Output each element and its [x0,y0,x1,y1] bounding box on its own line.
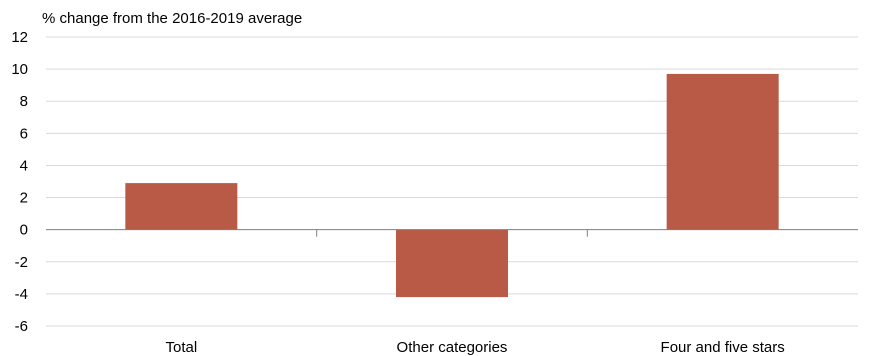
bar [666,73,779,230]
bar [396,229,508,298]
y-tick-label: 2 [20,190,28,207]
y-axis-title: % change from the 2016-2019 average [42,10,302,27]
x-axis [46,229,858,237]
x-axis-categories: Total Other categories Four and five stars [165,339,784,356]
category-label: Four and five stars [661,339,785,356]
bar [125,183,238,230]
y-axis-ticks: 12 10 8 6 4 2 0 -2 -4 -6 [11,29,28,335]
y-tick-label: 10 [11,61,28,78]
category-label: Total [165,339,197,356]
y-tick-label: 12 [11,29,28,46]
category-label: Other categories [397,339,508,356]
y-tick-label: 6 [20,125,28,142]
y-tick-label: -2 [15,254,28,271]
y-tick-label: -4 [15,286,28,303]
bars [125,73,779,298]
y-tick-label: 4 [20,157,28,174]
y-tick-label: 8 [20,93,28,110]
y-tick-label: 0 [20,222,28,239]
y-tick-label: -6 [15,318,28,335]
